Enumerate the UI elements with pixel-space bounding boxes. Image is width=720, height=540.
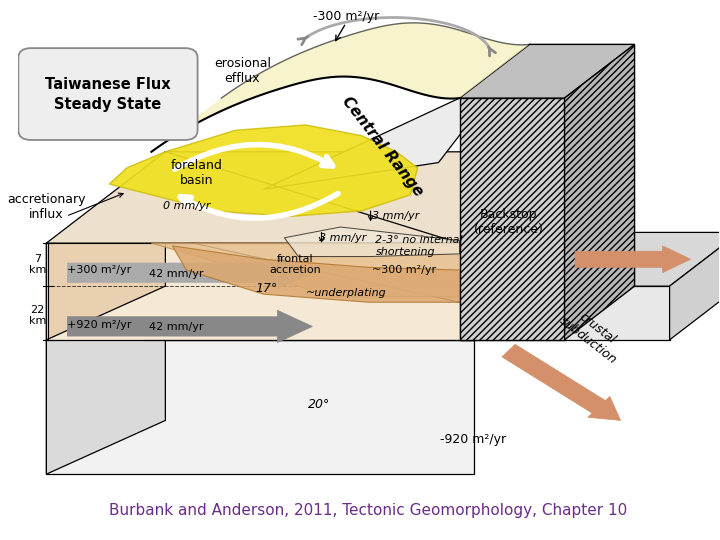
- Polygon shape: [46, 286, 593, 340]
- Polygon shape: [502, 345, 621, 421]
- Text: erosional
efflux: erosional efflux: [214, 57, 271, 85]
- Text: +920 m²/yr: +920 m²/yr: [68, 320, 132, 330]
- Polygon shape: [459, 44, 634, 98]
- Polygon shape: [68, 256, 312, 289]
- Text: 42 mm/yr: 42 mm/yr: [148, 322, 203, 333]
- Polygon shape: [564, 44, 634, 340]
- Text: 7
km: 7 km: [29, 254, 46, 275]
- Text: 3 mm/yr: 3 mm/yr: [320, 233, 366, 243]
- Text: 3 mm/yr: 3 mm/yr: [372, 211, 419, 221]
- Text: 2-3° no internal
shortening: 2-3° no internal shortening: [375, 235, 463, 256]
- Polygon shape: [670, 232, 720, 340]
- Polygon shape: [151, 23, 529, 152]
- Polygon shape: [459, 232, 720, 286]
- Polygon shape: [46, 243, 474, 340]
- Polygon shape: [151, 243, 459, 297]
- Text: 22
km: 22 km: [29, 305, 46, 327]
- Polygon shape: [109, 125, 418, 217]
- Text: crustal
subduction: crustal subduction: [557, 302, 629, 367]
- Polygon shape: [459, 286, 670, 340]
- Text: accretionary
influx: accretionary influx: [7, 193, 86, 221]
- Polygon shape: [172, 246, 459, 302]
- Text: -300 m²/yr: -300 m²/yr: [313, 10, 379, 23]
- Text: Central Range: Central Range: [339, 94, 426, 199]
- Polygon shape: [46, 286, 166, 474]
- Polygon shape: [284, 227, 459, 256]
- Polygon shape: [46, 152, 474, 243]
- Text: ~300 m²/yr: ~300 m²/yr: [372, 265, 436, 275]
- FancyBboxPatch shape: [18, 48, 197, 140]
- Polygon shape: [459, 98, 564, 340]
- Polygon shape: [264, 44, 529, 190]
- Text: -920 m²/yr: -920 m²/yr: [441, 433, 507, 446]
- Text: Backstop
(reference): Backstop (reference): [474, 208, 544, 235]
- Polygon shape: [575, 246, 690, 273]
- Text: 20°: 20°: [308, 398, 330, 411]
- Text: foreland
basin: foreland basin: [171, 159, 222, 187]
- Text: frontal
accretion: frontal accretion: [269, 254, 321, 275]
- Text: Burbank and Anderson, 2011, Tectonic Geomorphology, Chapter 10: Burbank and Anderson, 2011, Tectonic Geo…: [109, 503, 628, 518]
- Text: 0 mm/yr: 0 mm/yr: [163, 200, 210, 211]
- Text: 42 mm/yr: 42 mm/yr: [148, 269, 203, 279]
- Text: Taiwanese Flux
Steady State: Taiwanese Flux Steady State: [45, 77, 171, 112]
- Text: +300 m²/yr: +300 m²/yr: [68, 265, 132, 275]
- Text: 17°: 17°: [256, 282, 278, 295]
- Polygon shape: [68, 310, 312, 342]
- Text: ~underplating: ~underplating: [305, 288, 386, 298]
- Polygon shape: [46, 190, 166, 340]
- Polygon shape: [46, 190, 593, 243]
- Polygon shape: [46, 340, 474, 474]
